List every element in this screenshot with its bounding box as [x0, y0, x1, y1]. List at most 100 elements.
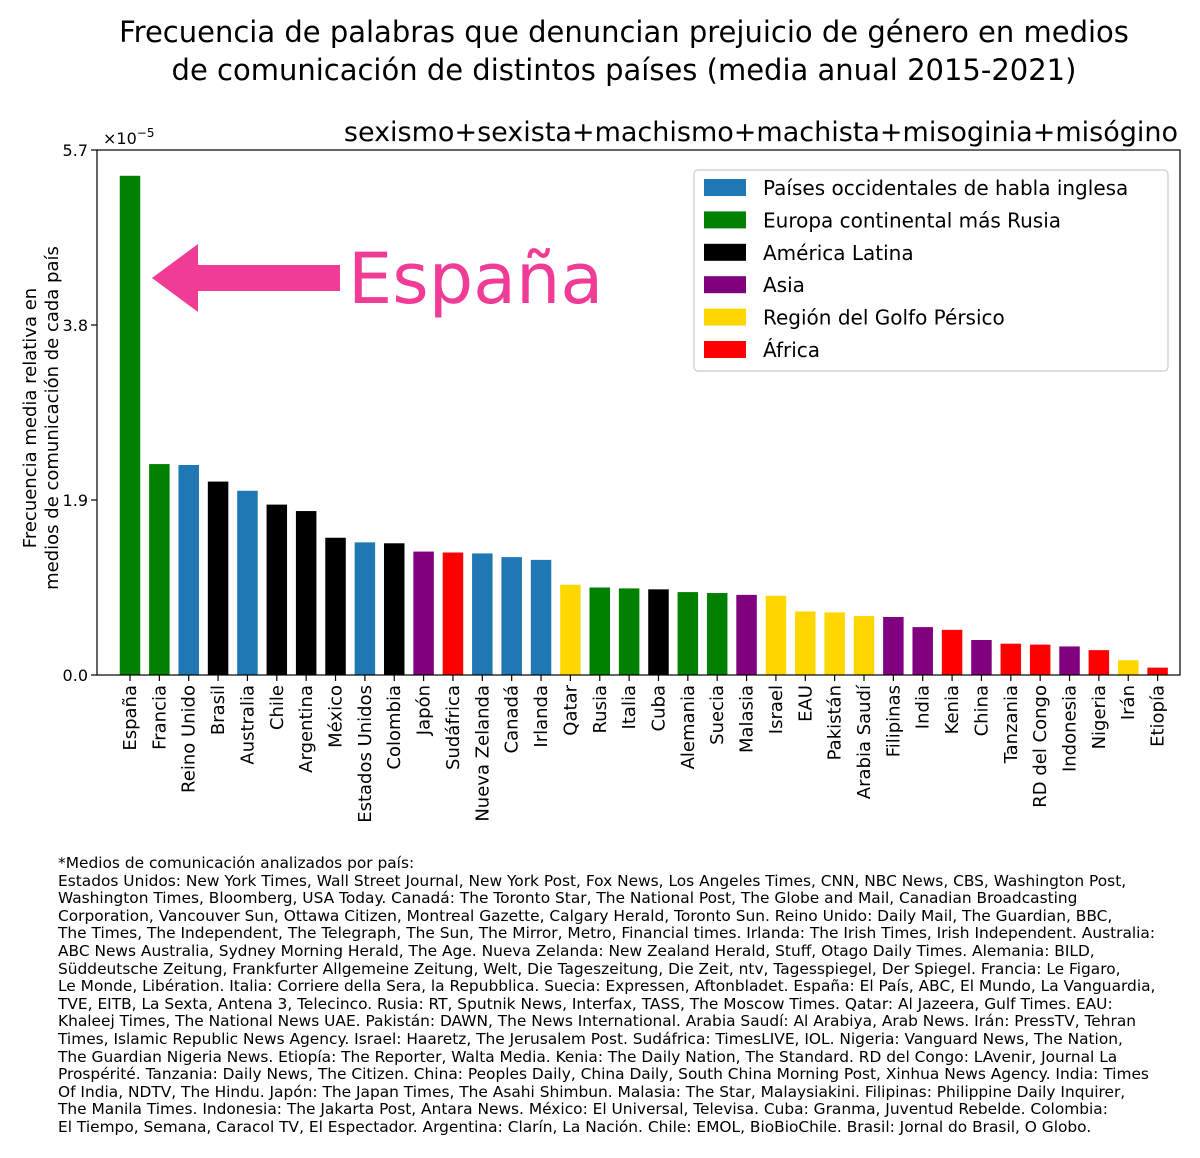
x-tick-label: Chile: [267, 685, 288, 730]
x-tick-label: Indonesia: [1060, 685, 1081, 772]
x-tick-label: Sudáfrica: [443, 685, 464, 770]
legend-swatch: [704, 243, 746, 261]
y-axis-multiplier: ×10−5: [103, 126, 154, 148]
bar: [1000, 643, 1022, 675]
x-tick-label: Colombia: [384, 685, 405, 770]
x-tick-label: Qatar: [560, 684, 581, 735]
y-multiplier-base: ×10: [103, 129, 137, 148]
bar: [530, 559, 552, 675]
legend-label: Europa continental más Rusia: [763, 208, 1061, 232]
y-tick-label: 3.8: [63, 316, 88, 335]
bar: [1059, 646, 1080, 675]
x-tick-label: Nueva Zelanda: [472, 685, 493, 822]
bar: [824, 612, 845, 675]
bar: [560, 584, 581, 675]
y-axis-label: Frecuencia media relativa en medios de c…: [20, 246, 63, 590]
legend-swatch: [704, 179, 746, 196]
x-tick-label: Canadá: [502, 685, 523, 754]
x-tick-label: Pakistán: [825, 685, 846, 760]
y-tick-label: 0.0: [63, 666, 88, 685]
chart-title-line-2: de comunicación de distintos países (med…: [172, 53, 1077, 87]
x-tick-label: Argentina: [296, 685, 317, 773]
bar: [178, 465, 199, 675]
legend-swatch: [704, 308, 746, 326]
bar: [971, 640, 992, 675]
bar: [207, 481, 229, 675]
bar: [706, 593, 728, 675]
y-axis: 0.0 1.9 3.8 5.7: [63, 141, 97, 685]
bar: [354, 542, 376, 675]
x-tick-label: Israel: [766, 685, 787, 734]
legend-label: América Latina: [763, 241, 914, 265]
x-tick-label: Italia: [619, 685, 640, 729]
bar: [883, 616, 904, 675]
bar: [442, 552, 464, 675]
bar: [237, 490, 258, 675]
x-tick-label: Arabia Saudí: [854, 684, 875, 799]
x-tick-label: Etiopía: [1148, 685, 1169, 747]
bar: [912, 627, 933, 675]
annotation-arrow-head: [152, 244, 198, 312]
x-tick-label: RD del Congo: [1030, 685, 1051, 808]
legend-label: África: [763, 338, 820, 362]
bar: [149, 464, 170, 675]
bar: [383, 543, 405, 675]
x-tick-label: Filipinas: [883, 685, 904, 757]
bar: [618, 588, 640, 675]
bar: [941, 629, 963, 675]
x-tick-label: Australia: [237, 685, 258, 765]
x-tick-label: Kenia: [942, 685, 963, 734]
bar: [325, 537, 346, 675]
x-tick-label: Alemania: [678, 685, 699, 769]
y-axis-label-line-2: medios de comunicación de cada país: [42, 246, 63, 590]
x-tick-label: Reino Unido: [179, 685, 200, 793]
bar-chart: Frecuencia de palabras que denuncian pre…: [20, 15, 1181, 823]
plot-frame: [96, 149, 1181, 676]
x-tick-label: Japón: [414, 685, 435, 736]
bars: [119, 175, 1168, 675]
x-tick-label: Brasil: [208, 685, 229, 735]
legend-label: Asia: [763, 273, 805, 297]
bar: [1088, 650, 1110, 675]
bar: [736, 594, 757, 675]
y-tick-label: 5.7: [63, 141, 88, 160]
bar: [413, 551, 434, 675]
x-tick-label: Irlanda: [531, 685, 552, 748]
x-tick-label: India: [913, 685, 934, 729]
media-footnote: *Medios de comunicación analizados por p…: [58, 854, 1156, 1136]
annotation-arrow: [152, 244, 340, 312]
bar: [765, 595, 787, 675]
x-tick-label: Nigeria: [1089, 685, 1110, 749]
bar: [472, 553, 493, 675]
y-axis-label-line-1: Frecuencia media relativa en: [20, 288, 41, 548]
chart-title-line-1: Frecuencia de palabras que denuncian pre…: [119, 15, 1129, 49]
legend-swatch: [704, 341, 746, 358]
bar: [677, 592, 699, 675]
legend-swatch: [704, 211, 746, 229]
bar: [795, 611, 816, 675]
annotation-arrow-shaft: [196, 265, 340, 291]
x-tick-label: EAU: [795, 685, 816, 722]
bar: [853, 616, 875, 675]
bar: [266, 504, 288, 675]
legend-label: Región del Golfo Pérsico: [763, 306, 1005, 330]
legend-swatch: [704, 276, 746, 294]
x-tick-label: Francia: [149, 685, 170, 750]
x-tick-label: China: [971, 685, 992, 736]
legend: Países occidentales de habla inglesa Euro…: [693, 169, 1169, 372]
bar: [1029, 644, 1051, 675]
legend-label: Países occidentales de habla inglesa: [763, 176, 1128, 200]
x-tick-label: Cuba: [648, 685, 669, 731]
bar: [501, 557, 522, 675]
bar: [589, 587, 611, 675]
chart-subtitle: sexismo+sexista+machismo+machista+misogi…: [344, 117, 1178, 148]
y-tick-label: 1.9: [63, 491, 88, 510]
bar: [119, 175, 141, 675]
x-tick-label: México: [326, 685, 347, 748]
x-tick-label: Irán: [1118, 685, 1139, 720]
bar: [1147, 667, 1168, 675]
x-tick-label: España: [120, 685, 141, 751]
x-axis: España Francia Reino Unido Brasil Australia C…: [120, 675, 1169, 823]
legend-frame: [693, 169, 1169, 372]
x-tick-label: Suecia: [707, 685, 728, 745]
